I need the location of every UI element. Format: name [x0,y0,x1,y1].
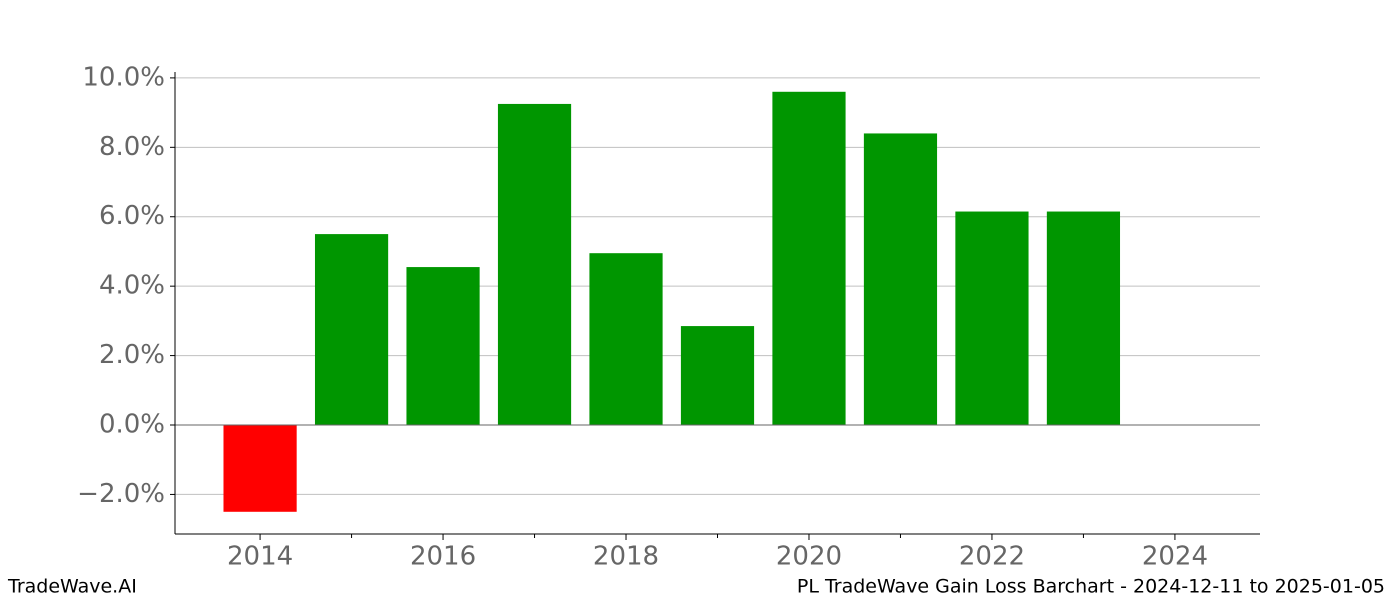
x-tick-label: 2022 [959,542,1025,572]
bar [955,211,1029,426]
y-tick-label: 4.0% [99,271,165,301]
x-tick-label: 2016 [410,542,476,572]
footer-right: PL TradeWave Gain Loss Barchart - 2024-1… [797,576,1385,598]
y-tick-label: 6.0% [99,201,165,231]
bar [772,91,846,426]
x-tick-label: 2024 [1142,542,1208,572]
y-tick-label: 10.0% [82,62,165,92]
bar [314,234,389,426]
bar [223,425,297,512]
x-tick-label: 2020 [776,542,842,572]
footer-left: TradeWave.AI [7,576,137,598]
y-tick-label: −2.0% [77,479,165,509]
x-tick-label: 2018 [593,542,659,572]
bar [863,133,938,426]
y-tick-label: 2.0% [99,340,165,370]
bar [406,267,480,426]
y-tick-label: 0.0% [99,410,165,440]
y-tick-label: 8.0% [99,132,165,162]
bar [497,103,572,426]
bar [589,253,663,426]
bar [680,326,755,426]
bar [1046,211,1121,426]
x-tick-label: 2014 [227,542,293,572]
